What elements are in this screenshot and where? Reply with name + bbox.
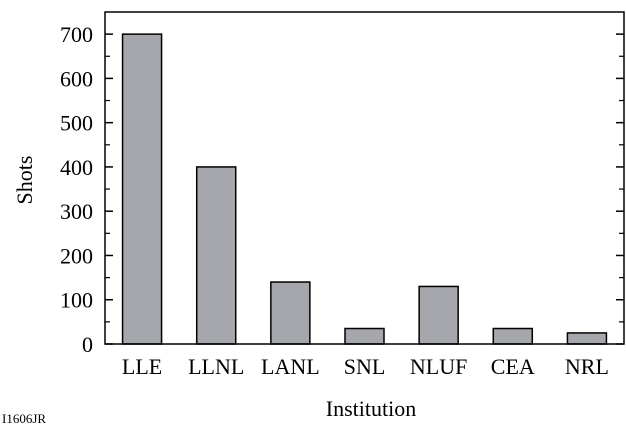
y-tick-label: 600 [60, 66, 93, 91]
x-tick-label-nluf: NLUF [410, 354, 467, 379]
y-tick-label: 0 [82, 332, 93, 357]
x-tick-label-lle: LLE [122, 354, 162, 379]
x-tick-label-cea: CEA [491, 354, 535, 379]
x-tick-label-lanl: LANL [261, 354, 320, 379]
plot-frame [104, 11, 625, 345]
figure-id-label: I1606JR [2, 411, 46, 426]
y-axis-title: Shots [12, 156, 37, 205]
axes-group [104, 11, 625, 345]
y-tick-label: 500 [60, 111, 93, 136]
bars-group [121, 33, 608, 345]
bar-llnl [195, 166, 237, 345]
y-tick-label: 400 [60, 155, 93, 180]
y-tick-label: 300 [60, 199, 93, 224]
x-tick-label-nrl: NRL [565, 354, 609, 379]
y-tick-label: 700 [60, 22, 93, 47]
bar-lle [121, 33, 163, 345]
bar-snl [344, 327, 385, 345]
y-tick-label: 100 [60, 288, 93, 313]
x-tick-label-snl: SNL [344, 354, 386, 379]
x-tick-label-llnl: LLNL [188, 354, 244, 379]
y-ticks-group: 0 100 200 300 400 500 600 700 [60, 22, 624, 357]
bar-cea [492, 327, 534, 345]
x-tick-labels-group: LLE LLNL LANL SNL NLUF CEA NRL [122, 354, 609, 379]
bar-lanl [270, 281, 311, 345]
y-tick-label: 200 [60, 243, 93, 268]
x-axis-title: Institution [326, 396, 416, 421]
bar-nrl [566, 332, 608, 345]
bar-nluf [418, 285, 459, 345]
